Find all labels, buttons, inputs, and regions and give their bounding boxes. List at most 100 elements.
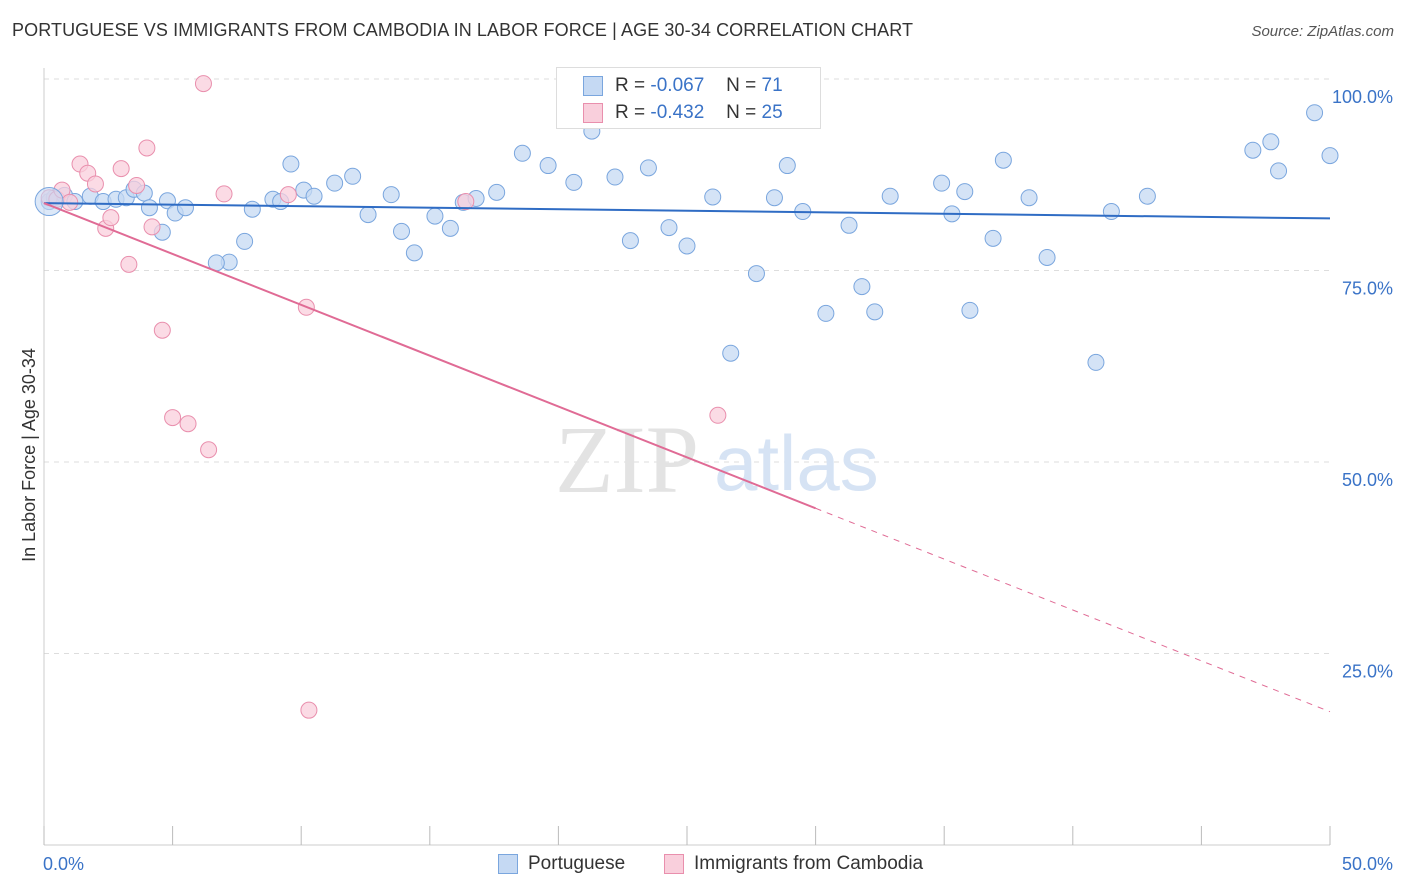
watermark: ZIP atlas (555, 406, 879, 513)
portuguese-point (621, 232, 639, 250)
cambodia-point (709, 406, 727, 424)
data-points (34, 75, 1339, 719)
y-tick-label: 50.0% (1342, 470, 1393, 490)
portuguese-point (243, 200, 261, 218)
cambodia-point (457, 193, 475, 211)
cambodia-point (194, 75, 212, 93)
portuguese-point (704, 188, 722, 206)
legend-r-label: R = (615, 75, 646, 96)
cambodia-point (153, 321, 171, 339)
portuguese-point (956, 183, 974, 201)
portuguese-point (1038, 248, 1056, 266)
legend-n-label: N = (726, 102, 757, 123)
bottom-swatch-cambodia (664, 854, 684, 874)
portuguese-point (565, 173, 583, 191)
portuguese-point (1270, 162, 1288, 180)
portuguese-point (639, 159, 657, 177)
portuguese-trend-line (43, 202, 1331, 220)
portuguese-point (1102, 203, 1120, 221)
portuguese-point (344, 167, 362, 185)
bottom-legend-cambodia: Immigrants from Cambodia (664, 851, 923, 877)
portuguese-point (660, 219, 678, 237)
portuguese-point (140, 199, 158, 217)
cambodia-point (120, 255, 138, 273)
cambodia-point (200, 441, 218, 459)
cambodia-point (164, 409, 182, 427)
portuguese-point (984, 229, 1002, 247)
bottom-swatch-portuguese (498, 854, 518, 874)
portuguese-point (778, 157, 796, 175)
legend-swatch-portuguese (583, 76, 603, 96)
x-tick-label: 50.0% (1342, 854, 1393, 874)
portuguese-point (866, 303, 884, 321)
portuguese-point (994, 151, 1012, 169)
legend-r-label: R = (615, 102, 646, 123)
portuguese-point (678, 237, 696, 255)
correlation-legend: R = -0.067 N = 71 R = -0.432 N = 25 (556, 67, 821, 129)
cambodia-point (215, 185, 233, 203)
legend-n-value: 71 (761, 75, 783, 96)
cambodia-trend-extension (815, 507, 1331, 713)
legend-n-label: N = (726, 75, 757, 96)
legend-n-value: 25 (761, 102, 783, 123)
legend-row-cambodia: R = -0.432 N = 25 (583, 100, 783, 126)
portuguese-point (382, 186, 400, 204)
portuguese-point (853, 278, 871, 296)
portuguese-point (1262, 133, 1280, 151)
portuguese-point (765, 189, 783, 207)
portuguese-point (881, 187, 899, 205)
x-tick-label: 0.0% (43, 854, 84, 874)
legend-r-value: -0.067 (650, 75, 705, 96)
portuguese-point (513, 144, 531, 162)
y-tick-label: 75.0% (1342, 279, 1393, 299)
portuguese-point (961, 301, 979, 319)
cambodia-point (179, 415, 197, 433)
portuguese-point (393, 222, 411, 240)
portuguese-point (1321, 147, 1339, 165)
portuguese-point (488, 183, 506, 201)
portuguese-point (817, 304, 835, 322)
portuguese-point (176, 199, 194, 217)
portuguese-point (933, 174, 951, 192)
portuguese-point (305, 187, 323, 205)
portuguese-point (326, 174, 344, 192)
portuguese-point (1020, 189, 1038, 207)
cambodia-point (300, 701, 318, 719)
portuguese-point (1087, 353, 1105, 371)
cambodia-point (61, 193, 79, 211)
portuguese-point (840, 216, 858, 234)
portuguese-point (426, 207, 444, 225)
cambodia-point (102, 209, 120, 227)
source-label: Source: ZipAtlas.com (1251, 23, 1394, 40)
portuguese-point (1138, 187, 1156, 205)
watermark-zip: ZIP (555, 406, 699, 513)
y-tick-label: 100.0% (1332, 87, 1393, 107)
cambodia-point (279, 186, 297, 204)
portuguese-point (747, 265, 765, 283)
portuguese-point (1306, 104, 1324, 122)
cambodia-point (86, 175, 104, 193)
portuguese-point (282, 155, 300, 173)
portuguese-point (405, 244, 423, 262)
portuguese-point (34, 187, 64, 217)
grid-lines (44, 78, 1330, 654)
portuguese-point (236, 232, 254, 250)
cambodia-point (138, 139, 156, 157)
watermark-atlas: atlas (714, 419, 879, 507)
chart-title: PORTUGUESE VS IMMIGRANTS FROM CAMBODIA I… (12, 20, 914, 40)
y-tick-label: 25.0% (1342, 662, 1393, 682)
portuguese-point (606, 168, 624, 186)
portuguese-point (441, 219, 459, 237)
portuguese-point (1244, 141, 1262, 159)
cambodia-trend-line (43, 202, 816, 510)
legend-swatch-cambodia (583, 103, 603, 123)
bottom-legend-label: Immigrants from Cambodia (694, 853, 924, 874)
portuguese-point (722, 344, 740, 362)
legend-r-value: -0.432 (650, 102, 705, 123)
cambodia-point (143, 218, 161, 236)
legend-row-portuguese: R = -0.067 N = 71 (583, 73, 783, 99)
portuguese-point (539, 157, 557, 175)
portuguese-point (359, 206, 377, 224)
y-axis-label: In Labor Force | Age 30-34 (19, 348, 39, 562)
